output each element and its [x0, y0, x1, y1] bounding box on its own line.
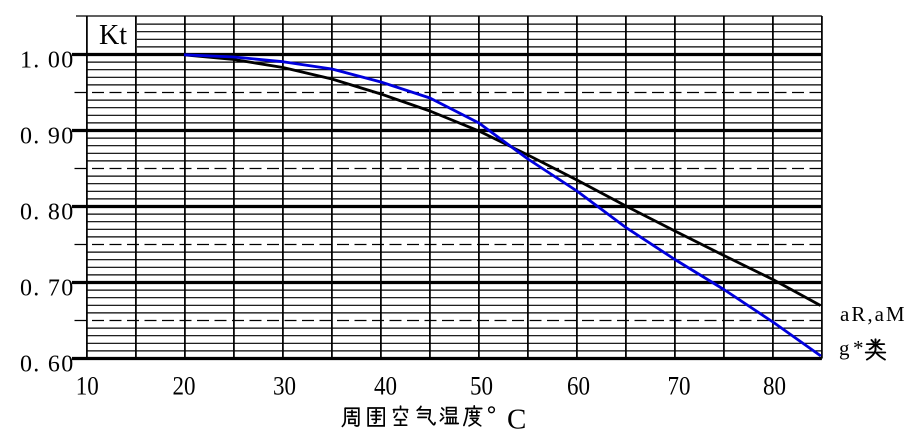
svg-text:g*: g*	[839, 336, 867, 360]
svg-text:C: C	[507, 404, 526, 436]
svg-text:0. 90: 0. 90	[20, 124, 75, 150]
svg-text:40: 40	[374, 372, 397, 401]
svg-text:70: 70	[668, 372, 691, 401]
svg-text:0. 80: 0. 80	[20, 200, 75, 226]
svg-text:0. 70: 0. 70	[20, 276, 75, 302]
svg-text:20: 20	[173, 372, 196, 401]
svg-text:Kt: Kt	[99, 19, 127, 51]
svg-text:1. 00: 1. 00	[20, 48, 75, 74]
svg-text:10: 10	[76, 372, 99, 401]
svg-text:60: 60	[567, 372, 590, 401]
svg-text:0. 60: 0. 60	[20, 352, 75, 378]
svg-text:80: 80	[763, 372, 786, 401]
svg-text:aR,aM: aR,aM	[840, 302, 907, 326]
svg-text:30: 30	[273, 372, 296, 401]
svg-text:50: 50	[470, 372, 493, 401]
